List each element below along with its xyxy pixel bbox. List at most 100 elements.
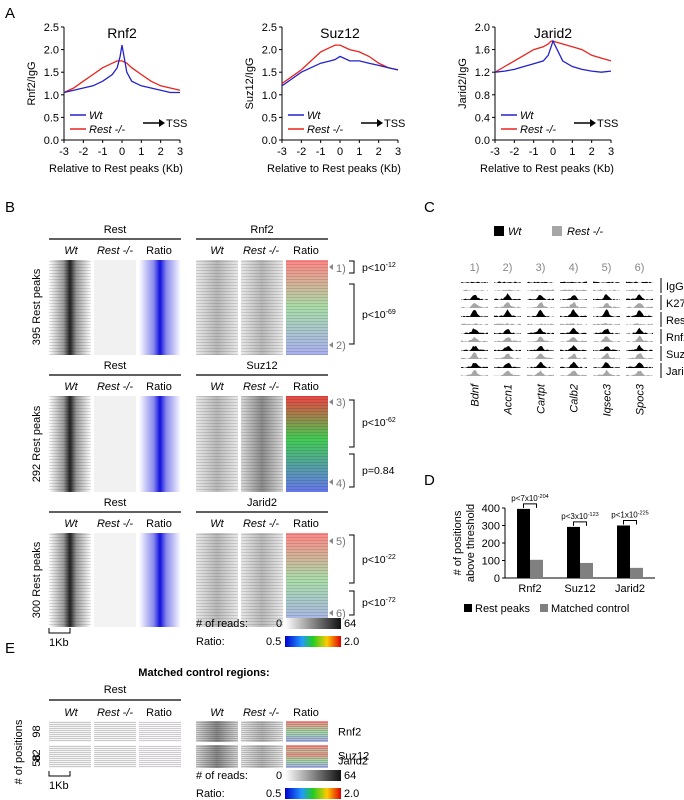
y-tick-label: 0.0 [262,135,277,147]
col-label-rest: Rest -/- [243,245,279,257]
legend-swatch-rest [552,226,562,236]
x-tick-label: 0 [337,146,343,158]
y-tick-label: 300 [482,521,500,533]
control-heatmap-texture [94,721,136,742]
bar-rest-peaks [617,525,630,578]
coverage-track [494,337,521,342]
chart-title: Jarid2 [534,25,572,41]
panel-b-heatmaps: Rest Rnf2 Wt Rest -/- Ratio Wt Rest -/- … [31,224,396,649]
x-axis-label: Relative to Rest peaks (Kb) [480,163,614,175]
x-tick-label: 3 [177,146,183,158]
row-count-label: 82 [31,749,43,761]
ratio-colorbar [285,636,341,647]
x-tick-label: 3 [395,146,401,158]
x-tick-label: Suz12 [564,583,595,595]
x-tick-label: 2 [589,146,595,158]
coverage-track [560,327,587,334]
coverage-track [494,353,521,359]
y-tick-label: 100 [482,556,500,568]
heatmap-block-suz12: Rest Suz12 Wt Rest -/- Ratio Wt Rest -/-… [31,360,396,492]
legend-label-rest: Rest -/- [567,226,603,238]
coverage-track [626,310,653,317]
x-tick-label: 0 [119,146,125,158]
col-label-wt: Wt [210,518,224,530]
panel-label-c: C [424,199,435,216]
y-tick-label: 1.5 [262,67,277,79]
col-label-rest: Rest -/- [243,707,279,719]
ratio-key-min: 0.5 [266,636,281,648]
control-heatmap-texture [196,721,238,742]
track-label: Rnf2 [666,332,684,344]
heatmap-ko-rest [94,260,136,355]
pvalue-base: p<7x10 [511,494,538,503]
gene-label: Calb2 [569,384,581,413]
coverage-track [461,323,488,325]
tss-arrow-head [159,119,165,127]
col-label-rest: Rest -/- [97,518,133,530]
coverage-track [560,289,587,291]
profile-chart-rnf2: Rnf2 0.0 0.5 1.0 1.5 2.0 2.5 -3 -2 -1 0 1 2 3 Relative… [26,22,187,175]
block-ylabel: 395 Rest peaks [31,268,43,345]
control-heatmap-texture [139,721,181,742]
control-heatmap-texture [49,721,91,742]
y-tick-label: 1.2 [475,67,490,79]
coverage-track [593,353,620,359]
panel-e-rows: 98 Rnf2 82 Suz12 58 Jarid2 [31,721,369,768]
track-label: Jarid2 [666,366,684,378]
x-tick-label: 3 [608,146,614,158]
series-line-rest-ko [63,60,181,94]
y-tick-label: 200 [482,538,500,550]
x-tick-label: 2 [376,146,382,158]
row-target-label: Jarid2 [338,756,368,768]
x-tick-label: 2 [158,146,164,158]
reads-key-max: 64 [344,770,356,782]
block-left-title: Rest [104,360,127,372]
coverage-track [626,362,653,368]
col-label-rest: Rest -/- [243,518,279,530]
x-tick-label: -2 [296,146,306,158]
coverage-track [527,346,554,351]
legend-label-wt: Wt [508,226,522,238]
y-tick-label: 1.5 [44,67,59,79]
coverage-track [626,303,653,308]
coverage-track [593,336,620,342]
coverage-track [461,295,488,300]
coverage-track [626,323,653,325]
coverage-track [560,370,587,376]
control-heatmap-texture [139,753,181,768]
track-label: Suz12 [666,349,684,361]
panel-label-e: E [5,640,15,657]
coverage-track [494,289,521,291]
significance-bracket [623,520,637,525]
coverage-track [626,289,653,291]
locus-label: 4) [569,262,579,274]
reads-key-min: 0 [276,770,282,782]
panel-a-profiles: Rnf2 0.0 0.5 1.0 1.5 2.0 2.5 -3 -2 -1 0 1 2 3 Relative… [26,22,618,175]
y-axis-label: Jarid2/IgG [457,58,469,109]
col-label-ratio: Ratio [146,707,172,719]
profile-chart-jarid2: Jarid2 0.0 0.4 0.8 1.2 1.6 2.0 -3 -2 -1 0 1 2 3 Relati… [457,22,618,175]
coverage-track [626,344,653,351]
panel-label-a: A [5,5,15,22]
col-label-wt: Wt [64,518,78,530]
pvalue: p<10-12 [362,262,396,274]
y-tick-label: 1.6 [475,45,490,57]
y-tick-label: 1.0 [262,90,277,102]
block-right-title: Jarid2 [247,497,277,509]
y-tick-label: 0.0 [44,135,59,147]
coverage-track [593,309,620,317]
block-right-title: Suz12 [246,360,277,372]
legend-label-wt: Wt [307,110,321,122]
panel-label-b: B [5,199,15,216]
row-target-label: Rnf2 [338,727,361,739]
pvalue: p<10-62 [362,417,396,429]
gene-label: Accn1 [503,384,515,416]
y-tick-label: 0.5 [262,112,277,124]
profile-chart-suz12: Suz12 0.0 0.5 1.0 1.5 2.0 2.5 -3 -2 -1 0 1 2 3 Relativ… [244,22,405,175]
coverage-track [494,309,521,317]
reads-key-label: # of reads: [196,770,248,782]
block-right-title: Rnf2 [250,224,273,236]
coverage-track [527,353,554,359]
x-tick-label: -1 [316,146,326,158]
